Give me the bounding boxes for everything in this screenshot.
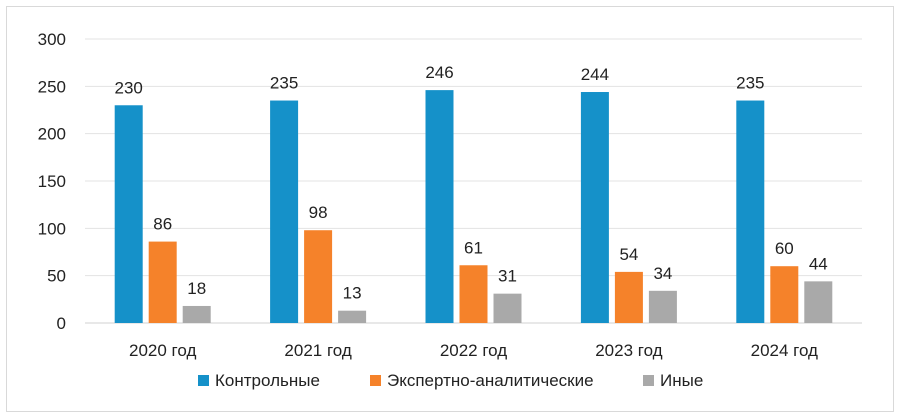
legend-swatch: [643, 375, 654, 386]
bar: [304, 230, 333, 323]
x-tick-label: 2020 год: [129, 341, 196, 360]
y-axis: 0 50 100 150 200 250 300: [38, 30, 66, 333]
y-tick-label: 250: [38, 77, 66, 96]
legend: Контрольные Экспертно-аналитические Иные: [198, 371, 703, 390]
bar: [493, 293, 522, 323]
bars: [114, 90, 833, 324]
data-label: 60: [775, 239, 794, 258]
y-tick-label: 0: [57, 314, 66, 333]
data-label: 61: [464, 238, 483, 257]
x-tick-label: 2022 год: [440, 341, 507, 360]
bar: [614, 271, 643, 323]
y-tick-label: 100: [38, 219, 66, 238]
bar: [459, 265, 488, 323]
legend-swatch: [198, 375, 209, 386]
bar: [648, 290, 677, 323]
bar: [148, 241, 177, 323]
legend-label: Контрольные: [215, 371, 320, 390]
legend-label: Иные: [660, 371, 703, 390]
x-tick-label: 2023 год: [595, 341, 662, 360]
data-label: 31: [498, 267, 517, 286]
gridlines: [85, 38, 862, 324]
bar: [736, 100, 765, 324]
x-tick-label: 2021 год: [284, 341, 351, 360]
bar: [770, 266, 799, 323]
data-label: 54: [619, 245, 638, 264]
data-label: 246: [425, 63, 453, 82]
data-label: 34: [653, 264, 672, 283]
bar: [580, 92, 609, 323]
data-label: 18: [187, 279, 206, 298]
bar: [804, 281, 833, 323]
data-label: 98: [309, 203, 328, 222]
bar: [270, 100, 299, 324]
bar: [338, 310, 367, 323]
bar: [182, 305, 211, 323]
data-label: 235: [736, 74, 764, 93]
legend-swatch: [370, 375, 381, 386]
bar: [425, 90, 454, 324]
y-tick-label: 150: [38, 172, 66, 191]
data-label: 86: [153, 215, 172, 234]
data-label: 44: [809, 254, 828, 273]
y-tick-label: 200: [38, 125, 66, 144]
data-labels: 230 86 18 235 98 13 246 61 31 244 54 34 235 60 44: [115, 63, 828, 303]
data-label: 244: [581, 65, 609, 84]
legend-label: Экспертно-аналитические: [387, 371, 594, 390]
data-label: 13: [343, 284, 362, 303]
x-tick-label: 2024 год: [751, 341, 818, 360]
x-axis: 2020 год 2021 год 2022 год 2023 год 2024 год: [129, 341, 818, 360]
y-tick-label: 300: [38, 30, 66, 49]
bar: [114, 105, 143, 324]
data-label: 235: [270, 74, 298, 93]
y-tick-label: 50: [47, 267, 66, 286]
data-label: 230: [115, 78, 143, 97]
